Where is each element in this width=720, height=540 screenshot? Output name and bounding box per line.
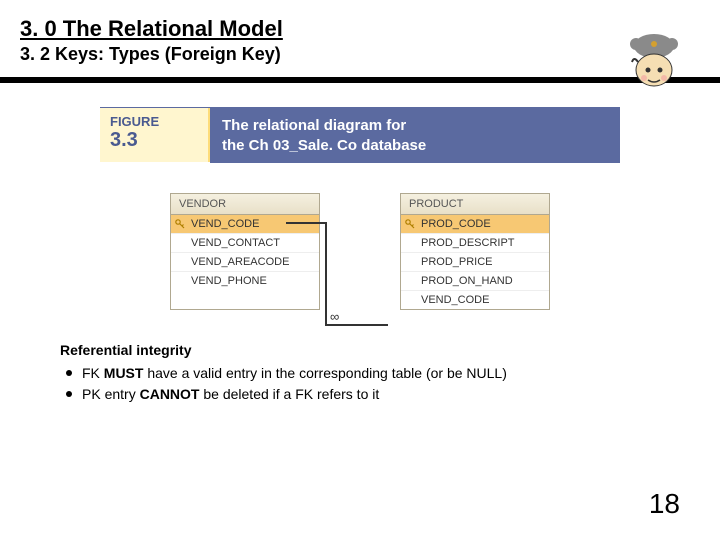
key-icon [175, 219, 185, 229]
avatar-illustration [618, 28, 690, 88]
entity-vendor-pk: VEND_CODE [171, 215, 319, 234]
bullet-1: FK MUST have a valid entry in the corres… [66, 363, 720, 384]
figure-number-cell: FIGURE 3.3 [100, 108, 210, 162]
bullet2-bold: CANNOT [140, 386, 200, 402]
vendor-field-0: VEND_CONTACT [171, 234, 319, 253]
bullet1-post: have a valid entry in the corresponding … [143, 365, 506, 381]
entity-vendor-header: VENDOR [171, 194, 319, 215]
page-number: 18 [649, 488, 680, 520]
entity-product-pk: PROD_CODE [401, 215, 549, 234]
bullet-dot-icon [66, 370, 72, 376]
cardinality-many: ∞ [330, 309, 339, 324]
figure-number: 3.3 [110, 129, 198, 152]
body-text: Referential integrity FK MUST have a val… [60, 340, 720, 405]
bullet1-bold: MUST [104, 365, 144, 381]
bullet-1-text: FK MUST have a valid entry in the corres… [82, 363, 507, 384]
figure-title-line2: the Ch 03_Sale. Co database [222, 137, 426, 154]
product-field-2: PROD_ON_HAND [401, 272, 549, 291]
figure-title-line1: The relational diagram for [222, 117, 406, 134]
figure-header: FIGURE 3.3 The relational diagram for th… [100, 107, 620, 163]
product-field-1: PROD_PRICE [401, 253, 549, 272]
bullet1-pre: FK [82, 365, 104, 381]
entity-product-header: PRODUCT [401, 194, 549, 215]
bullet2-post: be deleted if a FK refers to it [199, 386, 379, 402]
vendor-field-1: VEND_AREACODE [171, 253, 319, 272]
entity-product: PRODUCT PROD_CODE PROD_DESCRIPT PROD_PRI… [400, 193, 550, 310]
vendor-field-2: VEND_PHONE [171, 272, 319, 290]
divider-bar [0, 77, 720, 83]
sub-title: 3. 2 Keys: Types (Foreign Key) [20, 44, 700, 65]
main-title: 3. 0 The Relational Model [20, 16, 700, 42]
vendor-pk-text: VEND_CODE [191, 218, 259, 230]
product-pk-text: PROD_CODE [421, 218, 491, 230]
slide-header: 3. 0 The Relational Model 3. 2 Keys: Typ… [0, 0, 720, 73]
bullet-2-text: PK entry CANNOT be deleted if a FK refer… [82, 384, 379, 405]
product-field-0: PROD_DESCRIPT [401, 234, 549, 253]
figure-container: FIGURE 3.3 The relational diagram for th… [100, 107, 620, 310]
er-diagram: VENDOR VEND_CODE VEND_CONTACT VEND_AREAC… [100, 193, 620, 310]
figure-title-cell: The relational diagram for the Ch 03_Sal… [210, 108, 620, 163]
body-heading: Referential integrity [60, 340, 720, 361]
product-field-3: VEND_CODE [401, 291, 549, 309]
bullet2-pre: PK entry [82, 386, 140, 402]
entity-vendor: VENDOR VEND_CODE VEND_CONTACT VEND_AREAC… [170, 193, 320, 310]
key-icon [405, 219, 415, 229]
bullet-2: PK entry CANNOT be deleted if a FK refer… [66, 384, 720, 405]
figure-label: FIGURE [110, 114, 198, 129]
bullet-dot-icon [66, 391, 72, 397]
